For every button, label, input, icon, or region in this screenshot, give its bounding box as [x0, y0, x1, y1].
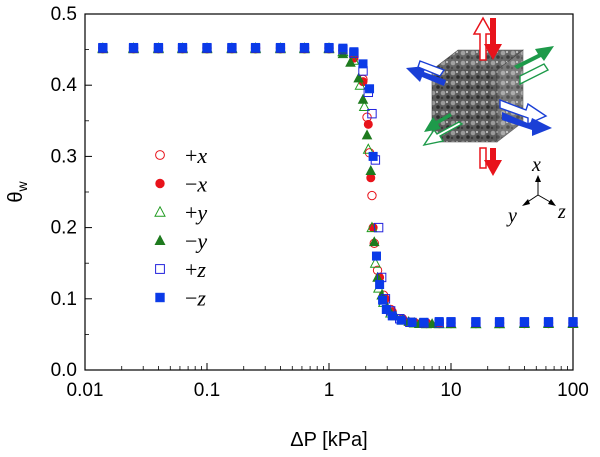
data-point: [368, 236, 380, 247]
inset-cube-illustration: [406, 16, 554, 176]
arrow-plus-x-hollow-icon: [472, 16, 494, 61]
data-point: [387, 311, 397, 321]
arrow-y-hollow-upper-icon: [519, 63, 550, 86]
data-point: [369, 257, 382, 268]
data-point: [178, 42, 188, 52]
series-minus-z: [98, 42, 578, 327]
data-point: [375, 280, 385, 290]
data-point: [202, 42, 212, 52]
data-point: [357, 93, 369, 104]
data-point: [129, 42, 139, 52]
legend: +x −x +y −y +z −z: [154, 143, 207, 311]
data-point: [365, 84, 375, 94]
data-point: [434, 317, 444, 327]
legend-label: −x: [185, 172, 207, 197]
data-point: [365, 165, 377, 175]
arrow-y-hollow-lower-icon: [422, 121, 464, 147]
series-layer: [97, 42, 579, 329]
legend-marker: [155, 292, 165, 303]
arrow-y-filled-upper-icon: [514, 46, 554, 69]
arrow-minus-x-filled-icon: [484, 18, 502, 60]
data-point: [227, 42, 237, 52]
x-tick-label: 0.1: [194, 380, 220, 401]
data-point: [373, 222, 384, 233]
data-point: [446, 317, 456, 327]
data-point: [361, 129, 373, 140]
data-point: [368, 151, 378, 161]
arrow-z-filled-left-icon: [406, 66, 446, 86]
legend-marker: [154, 205, 166, 217]
data-point: [345, 56, 356, 67]
arrow-plus-x-hollow-lower-icon: [479, 147, 487, 169]
inset-axis-x-label: x: [531, 154, 541, 176]
data-point: [367, 190, 377, 201]
y-tick-label: 0.0: [51, 360, 77, 381]
y-tick-label: 0.1: [51, 289, 77, 310]
legend-label: +y: [185, 200, 207, 225]
data-point: [568, 317, 578, 327]
y-tick-label: 0.2: [51, 218, 77, 239]
data-point: [371, 251, 381, 261]
data-point: [396, 315, 406, 325]
data-point: [251, 42, 261, 52]
data-point: [363, 119, 373, 129]
x-tick-label: 10: [440, 380, 461, 401]
y-axis-title: θw: [5, 181, 30, 203]
data-point: [407, 317, 417, 327]
data-point: [275, 42, 285, 52]
x-tick-label: 0.01: [67, 380, 104, 401]
data-point: [349, 47, 359, 57]
y-axis-title-sub: w: [14, 181, 30, 193]
legend-label: +z: [185, 257, 206, 282]
data-point: [519, 317, 529, 327]
data-point: [544, 317, 554, 327]
legend-marker: [155, 178, 165, 189]
data-point: [153, 42, 163, 52]
data-point: [419, 317, 429, 327]
y-axis-title-main: θ: [5, 192, 27, 203]
x-axis-title: ΔP [kPa]: [290, 429, 367, 451]
inset-axis-y-label: y: [506, 205, 517, 227]
y-tick-label: 0.5: [51, 4, 77, 25]
x-tick-label: 1: [324, 380, 335, 401]
data-point: [495, 317, 505, 327]
legend-marker: [154, 234, 166, 245]
legend-marker: [155, 150, 165, 160]
arrow-z-hollow-left-icon: [417, 60, 446, 77]
data-point: [358, 100, 371, 112]
arrow-y-filled-lower-icon: [424, 113, 452, 132]
data-point: [362, 143, 374, 154]
data-point: [471, 317, 481, 327]
arrow-z-filled-right-icon: [502, 112, 552, 136]
arrow-minus-x-filled-lower-icon: [484, 148, 502, 176]
data-point: [353, 72, 364, 83]
data-point: [354, 79, 366, 90]
data-point: [367, 108, 377, 119]
legend-label: −z: [185, 286, 206, 311]
data-point: [381, 304, 391, 314]
y-tick-label: 0.4: [51, 75, 78, 96]
x-tick-label: 100: [557, 380, 589, 401]
legend-label: +x: [185, 143, 207, 168]
data-point: [324, 42, 334, 52]
data-point: [378, 295, 388, 305]
axis-ticks: [84, 13, 574, 371]
data-point: [338, 43, 348, 53]
arrow-z-hollow-right-icon: [499, 98, 548, 126]
inset-coordinate-axes: x y z: [506, 154, 566, 227]
data-point: [98, 42, 108, 52]
inset-axis-z-label: z: [557, 201, 566, 223]
legend-marker: [155, 264, 165, 274]
y-tick-labels: 0.0 0.1 0.2 0.3 0.4 0.5: [51, 4, 78, 381]
x-tick-labels: 0.01 0.1 1 10 100: [67, 380, 589, 401]
data-point: [300, 42, 310, 52]
y-tick-label: 0.3: [51, 146, 77, 167]
data-point: [358, 59, 368, 69]
legend-label: −y: [185, 229, 207, 254]
